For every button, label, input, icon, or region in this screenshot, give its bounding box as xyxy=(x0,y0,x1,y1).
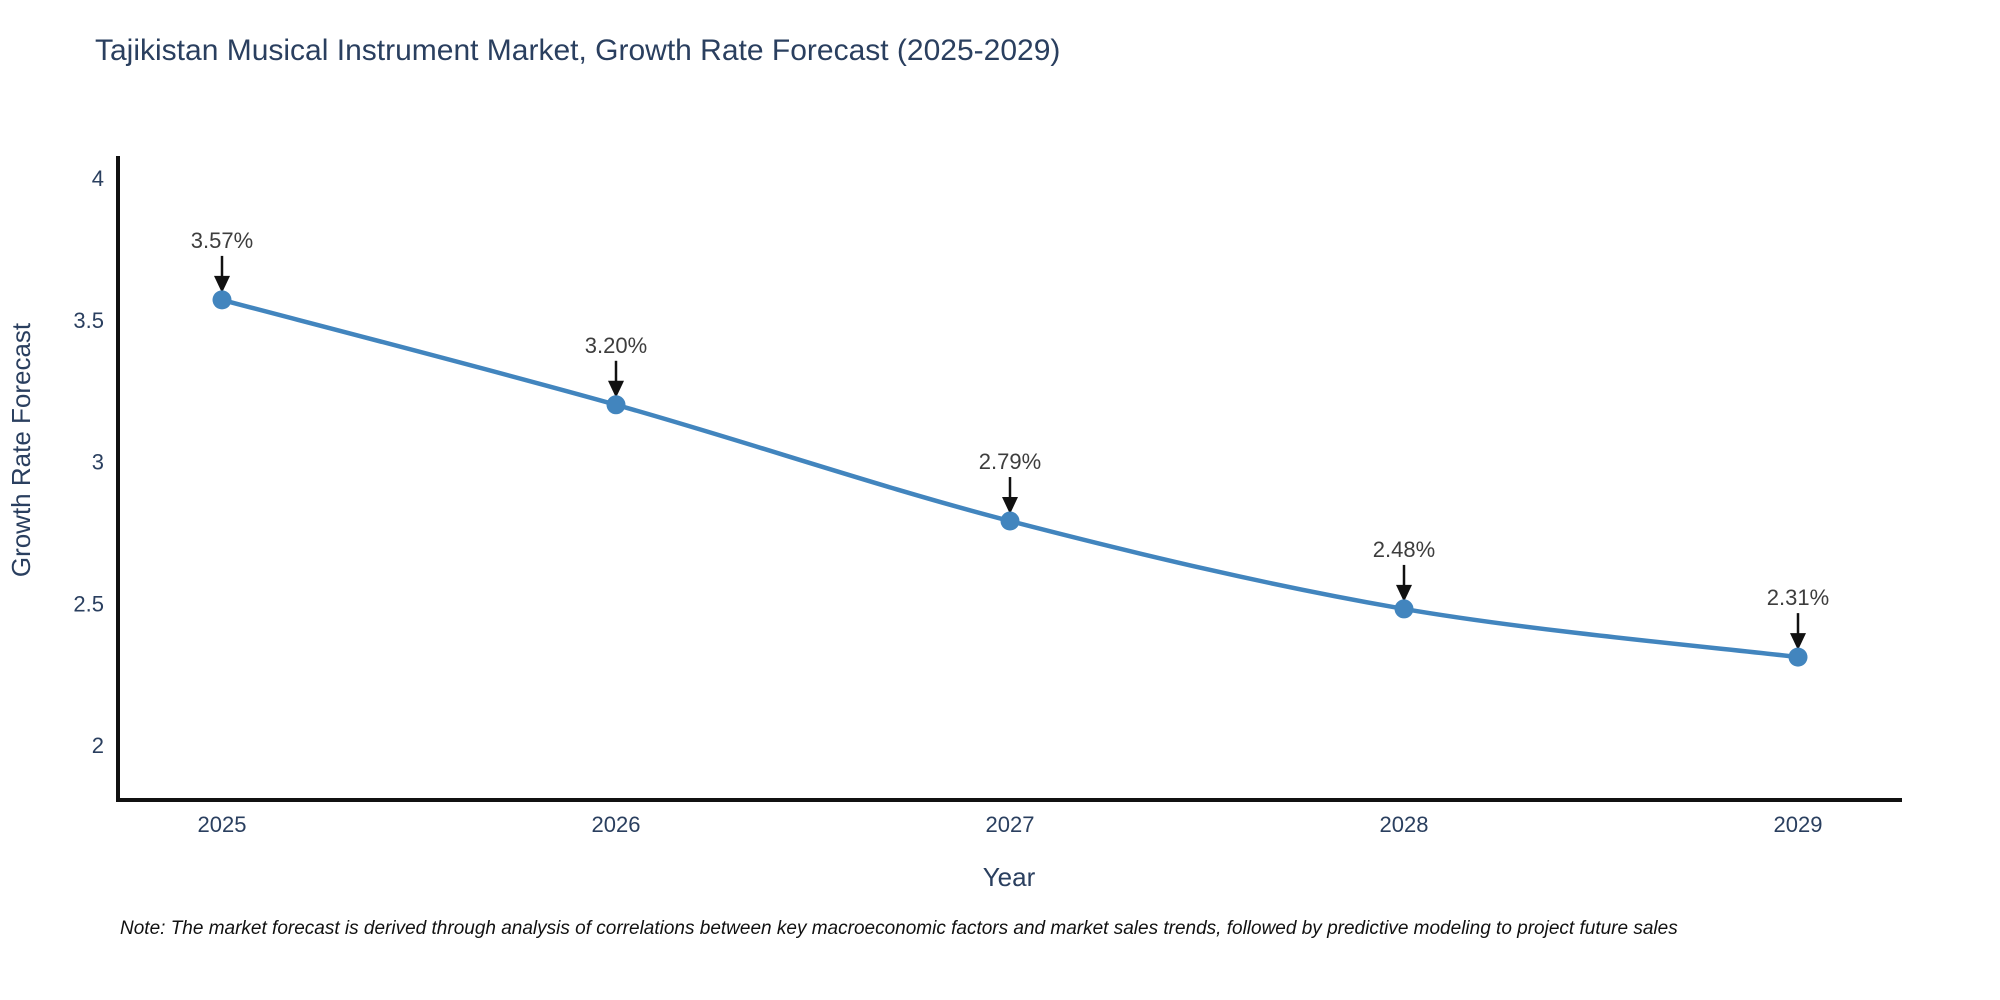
annotation-label-2029: 2.31% xyxy=(1767,585,1829,610)
x-tick-label-2025: 2025 xyxy=(198,812,247,837)
y-tick-label-3: 3 xyxy=(92,450,104,475)
chart-title: Tajikistan Musical Instrument Market, Gr… xyxy=(95,34,1061,67)
annotation-label-2028: 2.48% xyxy=(1373,537,1435,562)
annotation-arrowhead-2025 xyxy=(214,275,230,293)
annotation-arrowhead-2029 xyxy=(1790,633,1806,651)
data-point-2027[interactable] xyxy=(1000,511,1020,531)
y-axis-title: Growth Rate Forecast xyxy=(6,322,36,577)
annotation-arrowhead-2027 xyxy=(1002,497,1018,515)
x-tick-label-2028: 2028 xyxy=(1380,812,1429,837)
y-tick-label-4: 4 xyxy=(92,166,104,191)
y-tick-label-2: 2 xyxy=(92,733,104,758)
annotation-label-2026: 3.20% xyxy=(585,333,647,358)
x-tick-label-2027: 2027 xyxy=(986,812,1035,837)
data-point-2028[interactable] xyxy=(1394,599,1414,619)
footnote: Note: The market forecast is derived thr… xyxy=(120,918,1678,939)
y-tick-label-2.5: 2.5 xyxy=(73,591,104,616)
x-axis-title: Year xyxy=(983,862,1036,892)
x-tick-label-2026: 2026 xyxy=(592,812,641,837)
x-tick-label-2029: 2029 xyxy=(1774,812,1823,837)
annotation-label-2025: 3.57% xyxy=(191,228,253,253)
data-point-2025[interactable] xyxy=(212,290,232,310)
annotation-arrowhead-2028 xyxy=(1396,584,1412,602)
annotation-label-2027: 2.79% xyxy=(979,449,1041,474)
y-tick-label-3.5: 3.5 xyxy=(73,308,104,333)
line-chart: 4 3.5 3 2.5 2 2025 2026 2027 2028 2029 Growth Rate… xyxy=(6,156,1902,892)
data-point-2026[interactable] xyxy=(606,395,626,415)
data-point-2029[interactable] xyxy=(1788,647,1808,667)
annotation-arrowhead-2026 xyxy=(608,380,624,398)
